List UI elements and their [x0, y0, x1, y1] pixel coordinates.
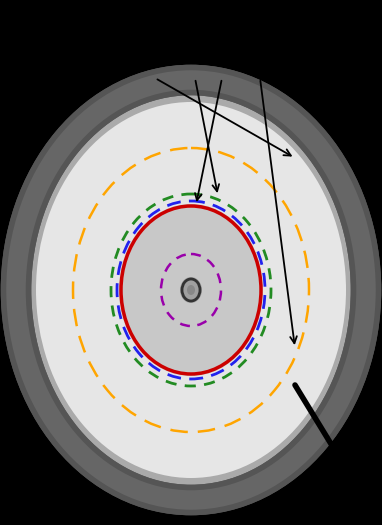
Ellipse shape	[16, 80, 366, 500]
Ellipse shape	[187, 285, 195, 295]
Ellipse shape	[180, 277, 202, 303]
Ellipse shape	[36, 102, 346, 478]
Ellipse shape	[119, 204, 263, 376]
